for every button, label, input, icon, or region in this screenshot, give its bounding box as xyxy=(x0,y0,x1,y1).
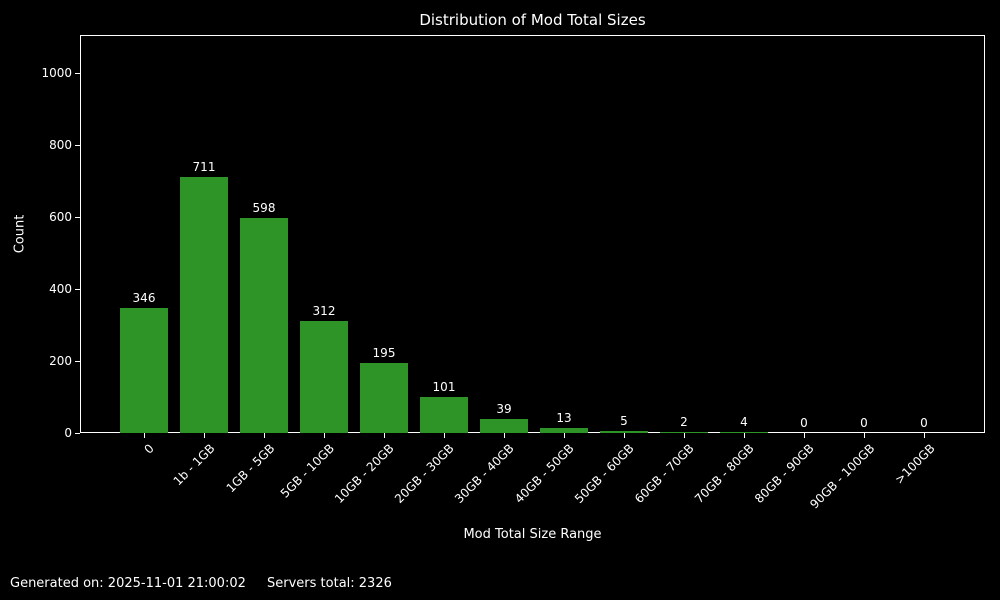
y-tick-label: 0 xyxy=(64,426,72,440)
y-tick-label: 400 xyxy=(49,281,72,296)
y-tick-label: 600 xyxy=(49,209,72,224)
y-tick xyxy=(75,360,80,362)
x-tick-label: 20GB - 30GB xyxy=(392,441,458,507)
x-tick-label: >100GB xyxy=(891,441,938,487)
y-tick-label: 800 xyxy=(49,137,72,152)
bar xyxy=(240,217,288,433)
x-tick-label: 30GB - 40GB xyxy=(452,441,518,507)
footer: Generated on: 2025-11-01 21:00:02 Server… xyxy=(10,576,392,591)
x-tick-label: 0 xyxy=(141,441,158,457)
bar-value-label: 0 xyxy=(860,416,868,430)
bar-value-label: 195 xyxy=(372,345,396,360)
chart-title: Distribution of Mod Total Sizes xyxy=(419,11,646,29)
generated-timestamp: Generated on: 2025-11-01 21:00:02 xyxy=(10,576,246,591)
y-axis-label: Count xyxy=(12,214,28,254)
y-tick xyxy=(75,433,80,434)
y-tick xyxy=(75,144,80,146)
bar xyxy=(300,320,348,433)
plot-area xyxy=(80,35,985,433)
x-tick xyxy=(444,433,445,438)
x-tick xyxy=(384,433,385,438)
bar xyxy=(480,418,528,433)
x-tick-label: 80GB - 90GB xyxy=(752,441,818,507)
x-tick xyxy=(504,433,505,438)
x-tick-label: 5GB - 10GB xyxy=(277,441,338,501)
bar-value-label: 13 xyxy=(556,411,572,426)
servers-total: Servers total: 2326 xyxy=(267,576,392,591)
x-tick-label: 90GB - 100GB xyxy=(807,441,878,512)
bar-value-label: 0 xyxy=(920,416,928,430)
bar-value-label: 0 xyxy=(800,416,808,430)
bar xyxy=(420,396,468,433)
y-tick xyxy=(75,216,80,218)
bar-value-label: 101 xyxy=(432,379,456,394)
y-tick-label: 1000 xyxy=(41,65,72,80)
x-tick xyxy=(864,433,865,438)
bar-value-label: 598 xyxy=(252,200,276,215)
bar xyxy=(540,428,588,433)
bar xyxy=(600,431,648,433)
x-tick xyxy=(204,433,205,438)
x-tick xyxy=(804,433,805,438)
x-tick-label: 10GB - 20GB xyxy=(332,441,398,507)
x-tick xyxy=(744,433,745,438)
bar-value-label: 4 xyxy=(740,414,748,429)
x-tick xyxy=(264,433,265,438)
x-tick-label: 40GB - 50GB xyxy=(512,441,578,507)
bar xyxy=(120,308,168,433)
x-tick-label: 60GB - 70GB xyxy=(632,441,698,507)
bar-value-label: 711 xyxy=(192,159,216,174)
y-tick xyxy=(75,288,80,290)
bar xyxy=(660,432,708,433)
bar-value-label: 39 xyxy=(496,401,512,416)
bar-value-label: 5 xyxy=(620,414,628,429)
bar xyxy=(360,362,408,433)
x-tick-label: 70GB - 80GB xyxy=(692,441,758,507)
x-tick-label: 1b - 1GB xyxy=(170,441,218,489)
bar xyxy=(720,431,768,433)
x-tick xyxy=(564,433,565,438)
x-tick xyxy=(324,433,325,438)
x-tick-label: 1GB - 5GB xyxy=(223,441,278,496)
bar-value-label: 346 xyxy=(132,291,156,306)
x-tick xyxy=(624,433,625,438)
bar-value-label: 312 xyxy=(312,303,336,318)
bar xyxy=(180,176,228,433)
bar-value-label: 2 xyxy=(680,415,688,430)
x-tick xyxy=(684,433,685,438)
y-tick xyxy=(75,72,80,74)
x-tick xyxy=(144,433,145,438)
x-tick-label: 50GB - 60GB xyxy=(572,441,638,507)
y-tick-label: 200 xyxy=(49,353,72,368)
x-axis-label: Mod Total Size Range xyxy=(463,527,602,542)
x-tick xyxy=(924,433,925,438)
